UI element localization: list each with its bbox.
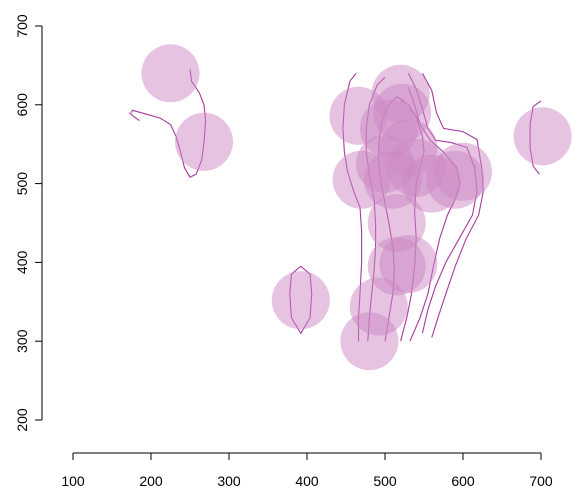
x-tick-label: 100 (61, 473, 85, 489)
x-axis: 100 200 300 400 500 600 700 (61, 452, 553, 489)
y-tick-label: 300 (14, 329, 30, 353)
density-contour-2 (130, 69, 207, 179)
data-point-2 (175, 112, 233, 171)
y-tick-label: 200 (14, 408, 30, 432)
y-tick-label: 400 (14, 251, 30, 275)
x-tick-label: 300 (217, 473, 241, 489)
data-point-1 (141, 44, 200, 103)
y-tick-label: 500 (14, 172, 30, 196)
x-tick-label: 600 (451, 473, 475, 489)
data-point-3 (271, 271, 330, 330)
bubble-layer (141, 44, 572, 371)
y-tick-label: 600 (14, 93, 30, 117)
density-contour-1 (128, 112, 140, 122)
y-tick-label: 700 (14, 14, 30, 38)
x-tick-label: 500 (373, 473, 397, 489)
data-point-21 (513, 107, 572, 166)
data-point-16 (379, 235, 438, 293)
y-axis: 200 300 400 500 600 700 (14, 14, 43, 432)
x-tick-label: 700 (529, 473, 553, 489)
x-tick-label: 400 (295, 473, 319, 489)
data-point-20 (434, 142, 492, 201)
x-tick-label: 200 (139, 473, 163, 489)
